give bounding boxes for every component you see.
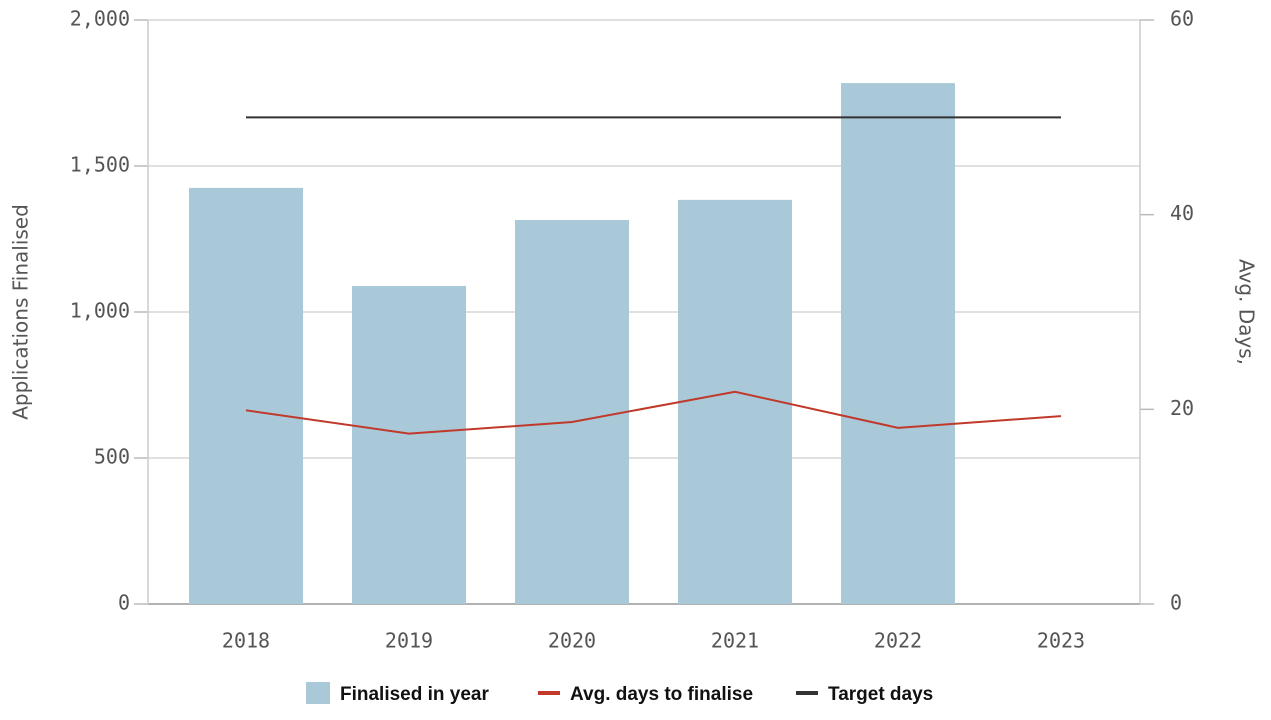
x-tick-label: 2019 xyxy=(385,629,433,653)
line xyxy=(245,390,1062,435)
x-tick-label: 2023 xyxy=(1037,629,1085,653)
y-tick-label: 1,000 xyxy=(70,299,130,323)
bar xyxy=(515,220,629,604)
legend-swatch xyxy=(796,691,818,695)
y-tick-label: 1,500 xyxy=(70,153,130,177)
y-axis-title: Applications Finalised xyxy=(9,204,33,420)
y2-tick-label: 0 xyxy=(1170,591,1182,615)
y-tick-label: 2,000 xyxy=(70,7,130,31)
x-tick-label: 2022 xyxy=(874,629,922,653)
y2-axis-title: Avg. Days, xyxy=(1235,259,1259,365)
y2-tick-label: 40 xyxy=(1170,201,1194,225)
legend-swatch xyxy=(538,691,560,695)
legend-label: Avg. days to finalise xyxy=(570,684,753,705)
y2-tick-label: 60 xyxy=(1170,7,1194,31)
legend-label: Target days xyxy=(828,684,933,705)
x-tick-label: 2020 xyxy=(548,629,596,653)
x-tick-label: 2018 xyxy=(222,629,270,653)
legend-label: Finalised in year xyxy=(340,684,489,705)
legend-swatch xyxy=(306,682,330,704)
bar xyxy=(678,199,792,604)
x-tick-label: 2021 xyxy=(711,629,759,653)
bar xyxy=(841,83,955,604)
y-tick-label: 500 xyxy=(94,445,130,469)
y2-tick-label: 20 xyxy=(1170,396,1194,420)
y-tick-label: 0 xyxy=(118,591,130,615)
bar xyxy=(189,187,303,604)
bar xyxy=(352,286,466,604)
